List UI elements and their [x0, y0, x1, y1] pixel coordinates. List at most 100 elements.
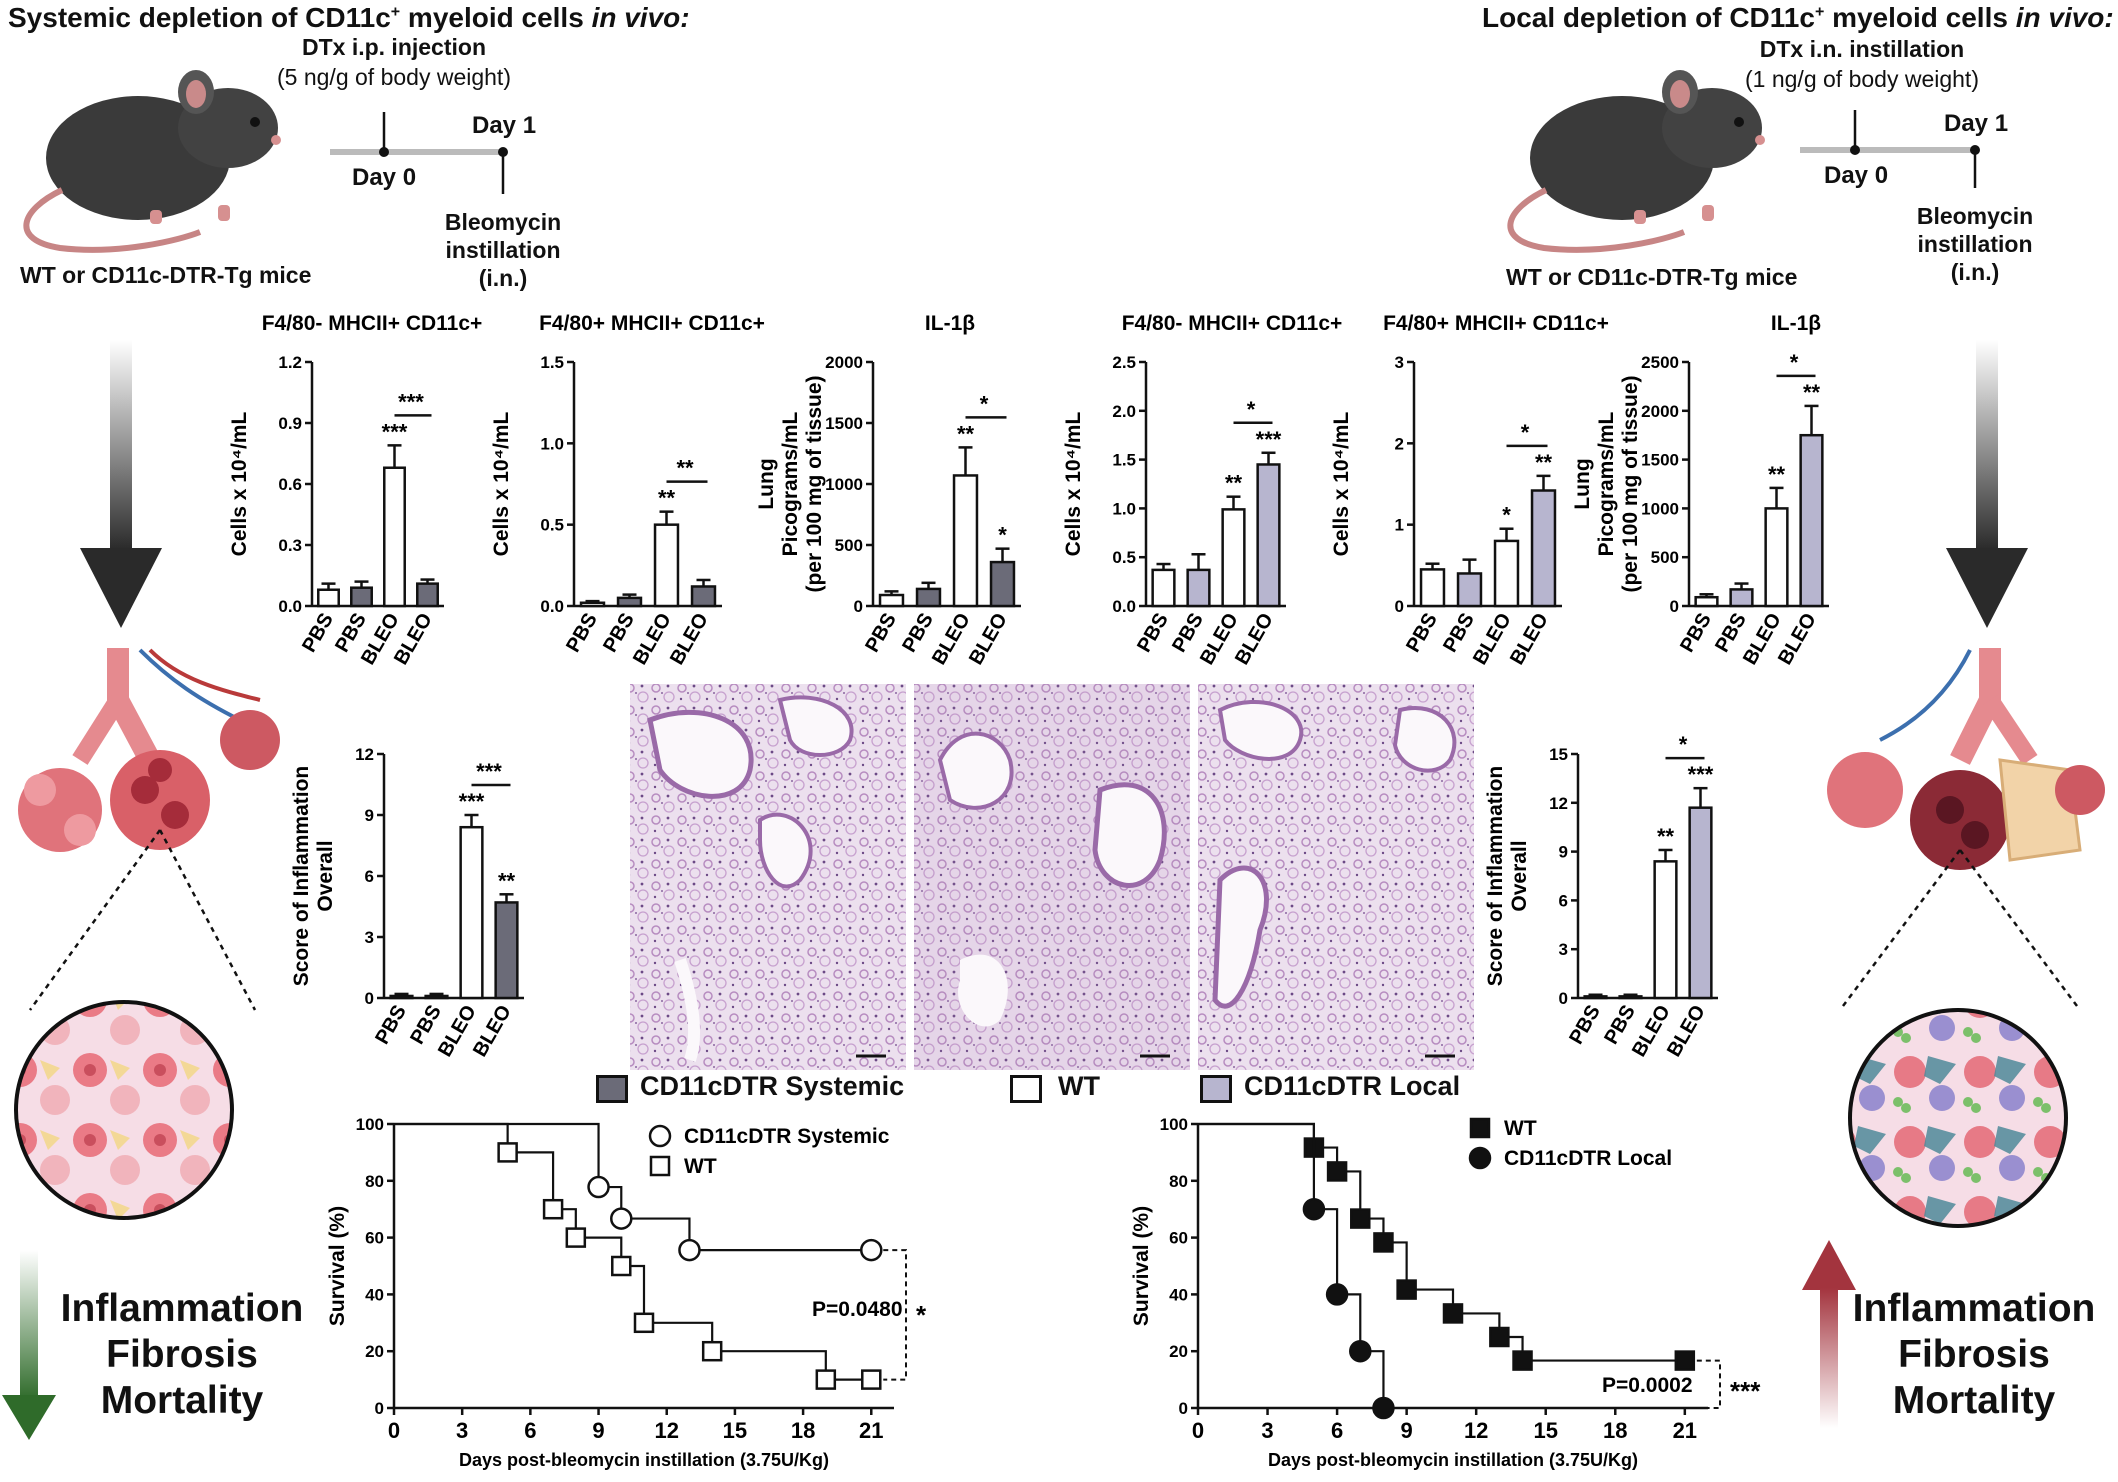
arrow-down-icon — [2, 1250, 56, 1440]
data-point — [861, 1369, 882, 1390]
data-point — [648, 1124, 672, 1148]
left-title-italic: in vivo: — [591, 2, 690, 33]
y-tick-label: 60 — [365, 1229, 384, 1248]
left-bleo-line1: Bleomycin — [444, 209, 562, 235]
timeline-left — [330, 112, 508, 194]
arrow-up-icon — [1802, 1240, 1856, 1428]
y-tick-label: 0.0 — [1112, 597, 1136, 616]
bar — [1419, 568, 1446, 608]
data-point — [1442, 1303, 1464, 1324]
x-tick-label: 12 — [654, 1418, 678, 1443]
y-axis-label: Cells x 10⁴/mL — [1330, 412, 1353, 557]
bar — [1221, 508, 1246, 608]
significance-label: * — [1679, 732, 1688, 757]
x-tick-label: 0 — [388, 1418, 400, 1443]
data-point — [678, 1238, 701, 1262]
y-tick-label: 1000 — [825, 475, 863, 494]
significance-label: * — [998, 523, 1007, 548]
outcome-fibrosis: Fibrosis — [106, 1333, 258, 1376]
y-tick-label: 0 — [375, 1399, 384, 1418]
y-tick-label: 2.5 — [1112, 353, 1136, 372]
outcome-inflammation: Inflammation — [1852, 1287, 2096, 1330]
right-bleo: Bleomycin instillation (i.n.) — [1900, 202, 2050, 286]
y-tick-label: 1000 — [1641, 499, 1679, 518]
y-axis-label: Picograms/mL — [1595, 411, 1618, 556]
data-point — [1373, 1232, 1394, 1253]
category-label: BLEO — [965, 610, 1012, 669]
bar — [653, 523, 680, 608]
y-axis-label: Survival (%) — [326, 1206, 349, 1326]
right-mice-label: WT or CD11c-DTR-Tg mice — [1506, 264, 1798, 290]
bar — [690, 585, 717, 608]
category-label: PBS — [1676, 610, 1716, 657]
bar — [1530, 489, 1557, 608]
significance-label: *** — [398, 389, 424, 414]
category-label: PBS — [562, 610, 602, 657]
y-tick-label: 2 — [1395, 434, 1404, 453]
y-tick-label: 2000 — [825, 353, 863, 372]
histology-image — [914, 684, 1190, 1070]
data-point — [860, 1238, 883, 1262]
mouse-icon — [23, 70, 281, 253]
left-day0: Day 0 — [352, 164, 417, 191]
pvalue-bracket — [883, 1249, 907, 1381]
y-tick-label: 0.9 — [278, 414, 302, 433]
y-axis-label: (per 100 mg of tissue) — [1619, 375, 1642, 592]
cell-zoom-icon — [1839, 849, 2081, 1228]
right-bleo-line3: (i.n.) — [1950, 259, 2000, 285]
bar — [1186, 568, 1211, 608]
left-bleo-line2: instillation — [445, 237, 561, 263]
y-tick-label: 500 — [835, 536, 863, 555]
y-tick-label: 2.0 — [1112, 402, 1136, 421]
category-label: PBS — [371, 1002, 411, 1049]
survival-curve — [1198, 1122, 1385, 1408]
y-tick-label: 1500 — [1641, 451, 1679, 470]
bar — [1256, 463, 1281, 608]
y-axis-label: Cells x 10⁴/mL — [1062, 412, 1085, 557]
right-bleo-line2: instillation — [1917, 231, 2033, 257]
left-dose: (5 ng/g of body weight) — [277, 64, 511, 90]
chart-title: F4/80+ MHCII+ CD11c+ — [539, 312, 765, 335]
y-tick-label: 6 — [1559, 891, 1568, 910]
significance-label: * — [1247, 397, 1256, 422]
data-point — [542, 1198, 564, 1220]
x-tick-label: 12 — [1464, 1418, 1488, 1443]
category-label: PBS — [861, 610, 901, 657]
y-tick-label: 3 — [365, 928, 374, 947]
left-mice-label: WT or CD11c-DTR-Tg mice — [20, 262, 312, 288]
chart-title: F4/80+ MHCII+ CD11c+ — [1383, 312, 1609, 335]
category-label: PBS — [1402, 610, 1442, 657]
lung-icon — [1827, 648, 2105, 870]
bar — [1456, 572, 1483, 608]
x-tick-label: 15 — [1533, 1418, 1557, 1443]
bar — [1799, 433, 1824, 608]
y-tick-label: 12 — [355, 745, 374, 764]
significance-label: ** — [1657, 824, 1675, 849]
significance-label: *** — [476, 759, 502, 784]
y-tick-label: 0.6 — [278, 475, 302, 494]
bar — [459, 825, 484, 1000]
group-legend: CD11cDTR Systemic WT CD11cDTR Local — [590, 1068, 1490, 1108]
bar — [1493, 539, 1520, 608]
significance-label: * — [916, 1300, 927, 1330]
timeline-right — [1800, 110, 1980, 188]
outcome-mortality: Mortality — [100, 1379, 264, 1422]
category-label: BLEO — [666, 610, 713, 669]
legend-label: WT — [1504, 1117, 1537, 1140]
significance-label: *** — [382, 419, 408, 444]
data-point — [649, 1155, 671, 1177]
right-bleo-line1: Bleomycin — [1916, 203, 2034, 229]
y-tick-label: 12 — [1549, 794, 1568, 813]
outcome-inflammation: Inflammation — [60, 1287, 304, 1330]
x-tick-label: 6 — [524, 1418, 536, 1443]
histology-image — [1198, 684, 1474, 1070]
x-tick-label: 21 — [1673, 1418, 1697, 1443]
data-point — [587, 1175, 610, 1199]
y-tick-label: 80 — [1169, 1172, 1188, 1191]
x-tick-label: 18 — [1603, 1418, 1627, 1443]
survival-curve — [394, 1122, 872, 1381]
bar — [1764, 507, 1789, 608]
right-title: Local depletion of CD11c+ myeloid cells … — [1482, 2, 2114, 34]
legend-label: WT — [684, 1155, 717, 1178]
y-tick-label: 1 — [1395, 516, 1404, 535]
